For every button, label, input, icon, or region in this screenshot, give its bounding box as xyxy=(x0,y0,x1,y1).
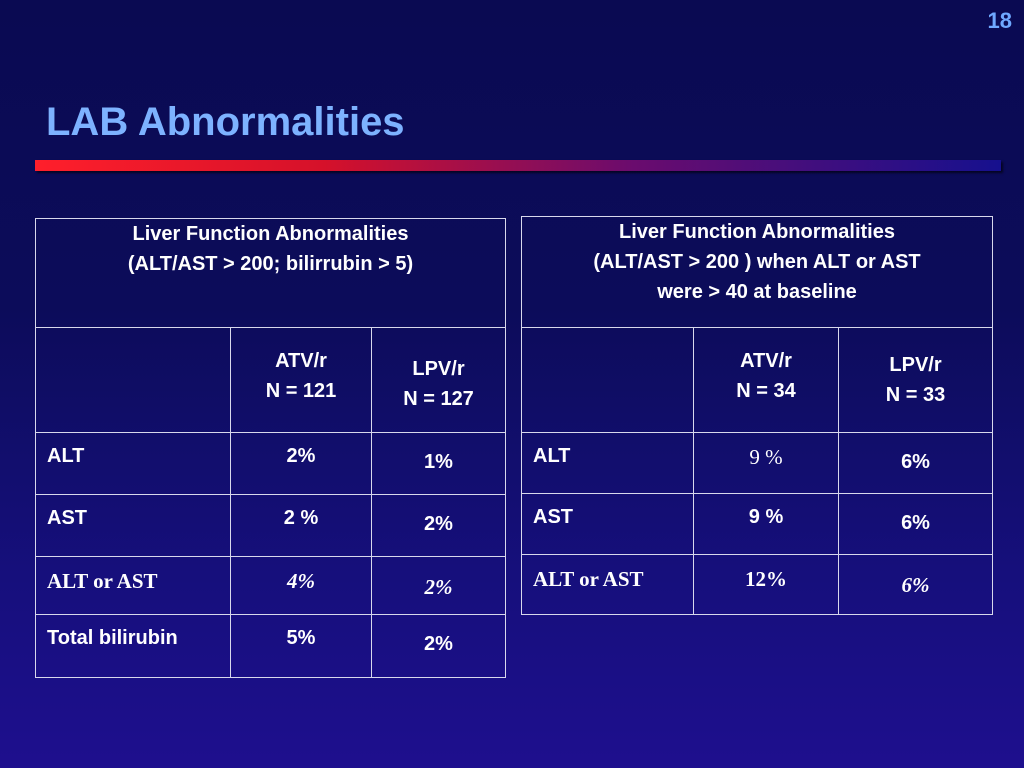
column-header-lpv: LPV/r N = 33 xyxy=(837,327,994,433)
table-row: ALT or AST 12% 6% xyxy=(521,554,994,615)
column-header-line: N = 33 xyxy=(885,384,946,406)
table-header-line: were > 40 at baseline xyxy=(657,281,857,303)
liver-function-table-baseline: Liver Function Abnormalities (ALT/AST > … xyxy=(520,216,994,615)
column-header-line: N = 127 xyxy=(403,388,474,410)
column-header-line: LPV/r xyxy=(412,358,465,380)
slide-number: 18 xyxy=(987,8,1012,33)
atv-value: 9 % xyxy=(693,493,839,555)
table-row: AST 9 % 6% xyxy=(521,493,994,555)
table-header-line: Liver Function Abnormalities xyxy=(132,223,409,245)
row-label: AST xyxy=(35,494,231,557)
empty-corner-cell xyxy=(521,327,694,433)
table-row: Total bilirubin 5% 2% xyxy=(35,614,507,678)
column-header-atv: ATV/r N = 34 xyxy=(693,327,839,433)
column-header-lpv: LPV/r N = 127 xyxy=(370,327,507,433)
liver-function-table-overall: Liver Function Abnormalities (ALT/AST > … xyxy=(34,218,507,678)
column-header-line: LPV/r xyxy=(889,354,942,376)
row-label: Total bilirubin xyxy=(35,614,231,678)
column-header-line: ATV/r xyxy=(740,350,792,372)
table-row: ALT 9 % 6% xyxy=(521,432,994,494)
row-label: ALT xyxy=(521,432,694,494)
title-divider xyxy=(35,160,1001,171)
atv-value: 2 % xyxy=(230,494,372,557)
table-row: ALT or AST 4% 2% xyxy=(35,556,507,615)
column-header-line: N = 121 xyxy=(265,380,337,402)
atv-value: 2% xyxy=(230,432,372,495)
lpv-value: 2% xyxy=(370,614,507,678)
atv-value: 5% xyxy=(230,614,372,678)
lpv-value: 2% xyxy=(370,494,507,557)
table-header: Liver Function Abnormalities (ALT/AST > … xyxy=(520,216,994,328)
lpv-value: 1% xyxy=(370,432,507,495)
table-header-line: Liver Function Abnormalities xyxy=(619,221,895,243)
column-header-atv: ATV/r N = 121 xyxy=(230,327,372,433)
row-label: ALT or AST xyxy=(35,556,231,615)
table-header-line: (ALT/AST > 200; bilirrubin > 5) xyxy=(127,253,414,275)
atv-value: 12% xyxy=(693,554,839,615)
table-row: AST 2 % 2% xyxy=(35,494,507,557)
atv-value: 4% xyxy=(230,556,372,615)
lpv-value: 2% xyxy=(370,556,507,615)
table-header: Liver Function Abnormalities (ALT/AST > … xyxy=(34,218,507,328)
lpv-value: 6% xyxy=(837,493,994,555)
table-row: ALT 2% 1% xyxy=(35,432,507,495)
lpv-value: 6% xyxy=(837,554,994,615)
row-label: ALT xyxy=(35,432,231,495)
row-label: ALT or AST xyxy=(521,554,694,615)
row-label: AST xyxy=(521,493,694,555)
column-header-line: N = 34 xyxy=(736,380,796,402)
atv-value: 9 % xyxy=(693,432,839,494)
slide-title: LAB Abnormalities xyxy=(46,100,405,144)
lpv-value: 6% xyxy=(837,432,994,494)
column-header-line: ATV/r xyxy=(275,350,327,372)
empty-corner-cell xyxy=(35,327,231,433)
table-header-line: (ALT/AST > 200 ) when ALT or AST xyxy=(593,251,921,273)
